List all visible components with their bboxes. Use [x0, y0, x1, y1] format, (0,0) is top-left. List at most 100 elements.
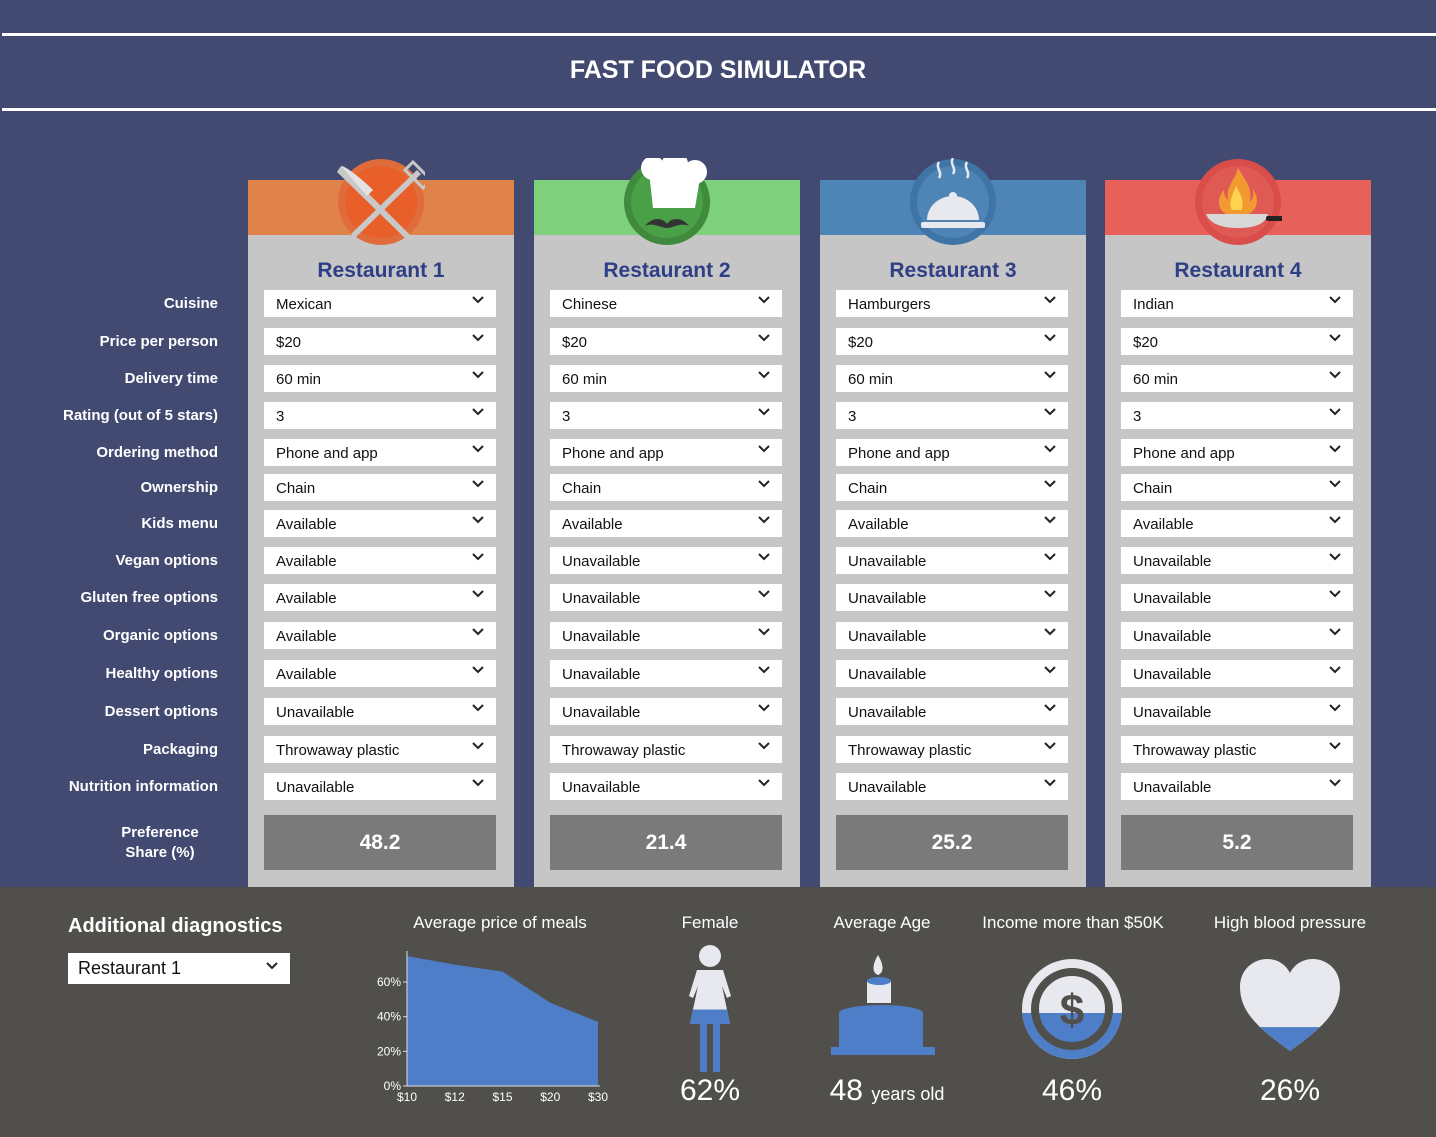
chevron-down-icon: [1044, 371, 1056, 379]
select-value: Unavailable: [848, 553, 927, 570]
attribute-select[interactable]: Phone and app: [264, 439, 496, 466]
attribute-select[interactable]: Unavailable: [1121, 660, 1353, 687]
chevron-down-icon: [1329, 296, 1341, 304]
attribute-select[interactable]: Throwaway plastic: [264, 736, 496, 763]
chevron-down-icon: [758, 590, 770, 598]
select-value: Throwaway plastic: [848, 742, 972, 759]
chevron-down-icon: [1044, 553, 1056, 561]
select-value: Available: [562, 516, 623, 533]
attribute-select[interactable]: Phone and app: [1121, 439, 1353, 466]
age-value: 48: [829, 1074, 863, 1107]
attribute-select[interactable]: Available: [836, 510, 1068, 537]
stat-title-income: Income more than $50K: [982, 913, 1164, 932]
select-value: Throwaway plastic: [1133, 742, 1257, 759]
select-value: Available: [276, 516, 337, 533]
select-value: Unavailable: [562, 553, 641, 570]
attribute-select[interactable]: 60 min: [836, 365, 1068, 392]
attribute-select[interactable]: $20: [1121, 328, 1353, 355]
attribute-select[interactable]: Chinese: [550, 290, 782, 317]
attribute-select[interactable]: Available: [264, 622, 496, 649]
attribute-select[interactable]: Available: [264, 660, 496, 687]
attribute-select[interactable]: Available: [264, 547, 496, 574]
attribute-select[interactable]: Available: [1121, 510, 1353, 537]
attribute-select[interactable]: 3: [1121, 402, 1353, 429]
attribute-select[interactable]: Throwaway plastic: [550, 736, 782, 763]
chevron-down-icon: [758, 408, 770, 416]
attribute-select[interactable]: Unavailable: [1121, 584, 1353, 611]
attribute-select[interactable]: Unavailable: [836, 584, 1068, 611]
attribute-select[interactable]: Unavailable: [550, 622, 782, 649]
attribute-select[interactable]: Unavailable: [264, 698, 496, 725]
chevron-down-icon: [1044, 628, 1056, 636]
attribute-select[interactable]: $20: [836, 328, 1068, 355]
attribute-select[interactable]: Unavailable: [264, 773, 496, 800]
attribute-select[interactable]: 60 min: [264, 365, 496, 392]
attribute-select[interactable]: Indian: [1121, 290, 1353, 317]
attribute-select[interactable]: Chain: [264, 474, 496, 501]
attribute-select[interactable]: Phone and app: [836, 439, 1068, 466]
chevron-down-icon: [1329, 480, 1341, 488]
attribute-select[interactable]: Unavailable: [1121, 698, 1353, 725]
stat-value-blood-pressure: 26%: [1259, 1074, 1321, 1107]
select-value: Throwaway plastic: [562, 742, 686, 759]
birthday-cake-icon: [831, 955, 935, 1055]
select-value: $20: [1133, 334, 1159, 351]
attribute-select[interactable]: Throwaway plastic: [836, 736, 1068, 763]
attribute-select[interactable]: Available: [264, 510, 496, 537]
attribute-select[interactable]: Unavailable: [836, 622, 1068, 649]
chevron-down-icon: [472, 408, 484, 416]
attribute-select[interactable]: Available: [264, 584, 496, 611]
attribute-select[interactable]: $20: [264, 328, 496, 355]
select-value: Chain: [276, 480, 316, 497]
row-label: Packaging: [142, 741, 218, 758]
attribute-select[interactable]: Unavailable: [550, 660, 782, 687]
attribute-select[interactable]: 3: [836, 402, 1068, 429]
attribute-select[interactable]: 60 min: [1121, 365, 1353, 392]
attribute-select[interactable]: Unavailable: [550, 547, 782, 574]
y-tick-label: 20%: [377, 1044, 401, 1058]
chevron-down-icon: [758, 742, 770, 750]
chevron-down-icon: [1044, 590, 1056, 598]
attribute-select[interactable]: Unavailable: [836, 698, 1068, 725]
attribute-select[interactable]: Unavailable: [550, 773, 782, 800]
row-label: Gluten free options: [80, 589, 218, 606]
chevron-down-icon: [472, 334, 484, 342]
attribute-select[interactable]: Unavailable: [550, 584, 782, 611]
attribute-select[interactable]: Hamburgers: [836, 290, 1068, 317]
select-value: Chinese: [562, 296, 618, 313]
attribute-select[interactable]: 3: [264, 402, 496, 429]
attribute-select[interactable]: 3: [550, 402, 782, 429]
attribute-select[interactable]: Unavailable: [1121, 622, 1353, 649]
attribute-select[interactable]: Mexican: [264, 290, 496, 317]
attribute-select[interactable]: Unavailable: [1121, 773, 1353, 800]
attribute-select[interactable]: Unavailable: [550, 698, 782, 725]
stat-title-female: Female: [681, 913, 739, 932]
chevron-down-icon: [1329, 334, 1341, 342]
select-value: 3: [848, 408, 857, 425]
attribute-select[interactable]: 60 min: [550, 365, 782, 392]
attribute-select[interactable]: Available: [550, 510, 782, 537]
chevron-down-icon: [1044, 445, 1056, 453]
attribute-select[interactable]: Chain: [836, 474, 1068, 501]
stat-value-age: 48 years old: [812, 1074, 962, 1108]
y-tick-label: 0%: [384, 1079, 402, 1093]
attribute-select[interactable]: Unavailable: [836, 660, 1068, 687]
attribute-select[interactable]: Unavailable: [836, 547, 1068, 574]
attribute-select[interactable]: Chain: [550, 474, 782, 501]
select-value: Unavailable: [562, 590, 641, 607]
select-value: Throwaway plastic: [276, 742, 400, 759]
attribute-select[interactable]: Unavailable: [1121, 547, 1353, 574]
attribute-select[interactable]: $20: [550, 328, 782, 355]
chevron-down-icon: [1329, 704, 1341, 712]
diagnostics-restaurant-select[interactable]: Restaurant 1: [68, 953, 290, 984]
chevron-down-icon: [472, 779, 484, 787]
chevron-down-icon: [472, 296, 484, 304]
attribute-select[interactable]: Chain: [1121, 474, 1353, 501]
chevron-down-icon: [758, 516, 770, 524]
attribute-select[interactable]: Unavailable: [836, 773, 1068, 800]
attribute-select[interactable]: Phone and app: [550, 439, 782, 466]
attribute-select[interactable]: Throwaway plastic: [1121, 736, 1353, 763]
select-value: 60 min: [848, 371, 894, 388]
select-value: Unavailable: [1133, 779, 1212, 796]
select-value: Unavailable: [1133, 553, 1212, 570]
